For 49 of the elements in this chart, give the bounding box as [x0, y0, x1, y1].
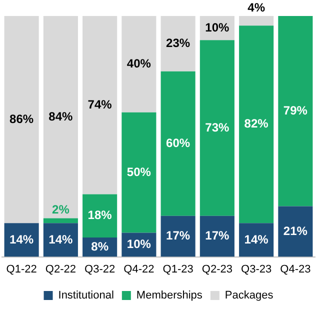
data-label: 23% [166, 36, 190, 50]
legend-label: Memberships [136, 290, 203, 302]
data-label: 86% [10, 112, 34, 126]
bar [122, 112, 156, 233]
x-tick-label: Q1-23 [162, 263, 194, 276]
x-tick-label: Q2-22 [45, 263, 76, 276]
bar [82, 194, 118, 238]
data-label: 18% [88, 208, 112, 222]
bar [4, 16, 39, 224]
bar [239, 16, 274, 26]
data-label: 2% [52, 202, 70, 217]
x-tick-label: Q2-23 [202, 263, 232, 276]
data-label: 60% [166, 136, 190, 150]
data-label: 40% [126, 56, 152, 70]
bar [43, 16, 78, 218]
data-label: 21% [283, 224, 308, 238]
x-tick-label: Q4-22 [124, 263, 154, 276]
data-label: 4% [248, 0, 266, 14]
data-label: 50% [126, 164, 152, 179]
data-label: 74% [88, 97, 112, 112]
bar [278, 206, 313, 257]
data-label: 17% [205, 228, 230, 243]
legend-label: Packages [224, 290, 274, 302]
data-label: 17% [166, 228, 190, 243]
bar [43, 218, 78, 224]
bar [160, 71, 196, 216]
legend-label: Institutional [58, 290, 114, 302]
data-label: 73% [205, 120, 230, 134]
bar [200, 216, 234, 257]
data-label: 14% [10, 232, 34, 246]
bar [82, 16, 118, 194]
bar [200, 40, 234, 216]
data-label: 14% [244, 232, 269, 246]
x-tick-label: Q4-23 [280, 263, 311, 276]
data-label: 10% [126, 237, 152, 252]
data-label: 84% [48, 109, 74, 124]
data-label: 10% [205, 20, 230, 34]
data-label: 79% [283, 103, 308, 118]
bar [278, 16, 313, 206]
data-label: 82% [244, 116, 269, 131]
x-tick-label: Q3-22 [84, 263, 116, 276]
bar [239, 26, 274, 224]
x-tick-label: Q1-22 [6, 263, 37, 276]
bar [122, 16, 156, 112]
bar [160, 16, 196, 72]
data-label: 14% [48, 232, 74, 246]
bar [160, 216, 196, 257]
x-tick-label: Q3-23 [241, 263, 272, 276]
data-label: 8% [91, 239, 109, 254]
